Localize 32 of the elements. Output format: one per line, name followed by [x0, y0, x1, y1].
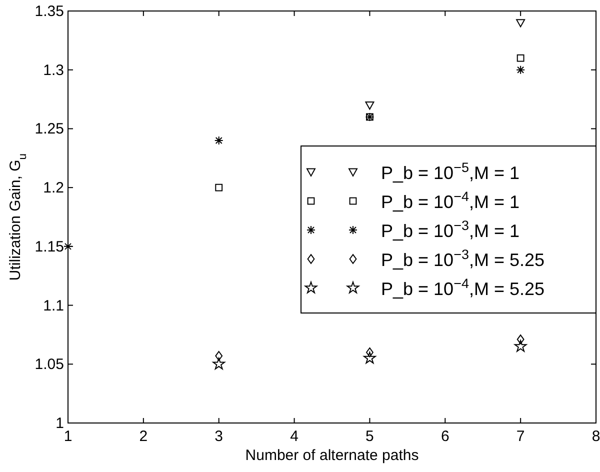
x-tick-label: 7	[516, 428, 525, 445]
y-tick-label: 1.1	[43, 297, 64, 314]
x-tick-label: 6	[440, 428, 450, 445]
legend-label: P_b = 10$^{−3}$,M = 1	[381, 218, 520, 241]
x-tick-label: 5	[366, 428, 374, 445]
y-tick-label: 1	[56, 415, 64, 432]
legend-label: P_b = 10$^{−4}$,M = 1	[381, 188, 520, 212]
x-tick-label: 4	[290, 428, 298, 445]
y-tick-label: 1.3	[43, 62, 64, 79]
legend-label: P_b = 10$^{−3}$,M = 5.25	[381, 246, 545, 270]
y-tick-label: 1.05	[34, 356, 64, 374]
x-tick-label: 2	[139, 428, 148, 445]
x-axis-title: Number of alternate paths	[245, 447, 419, 464]
point	[214, 136, 224, 145]
point	[516, 65, 526, 74]
point	[365, 101, 374, 110]
point	[212, 358, 226, 370]
point	[516, 19, 526, 28]
y-tick-label: 1.25	[34, 120, 64, 138]
x-tick-label: 8	[592, 428, 600, 445]
legend-label: P_b = 10$^{−5}$,M = 1	[381, 160, 520, 183]
point	[516, 54, 524, 62]
y-tick-label: 1.15	[34, 238, 64, 256]
point	[215, 351, 223, 361]
point	[514, 340, 527, 352]
y-tick-label: 1.35	[34, 3, 64, 20]
x-tick-label: 3	[214, 428, 224, 445]
legend-label: P_b = 10$^{−4}$,M = 5.25	[381, 276, 545, 299]
point	[215, 184, 223, 192]
point	[364, 352, 376, 364]
y-tick-label: 1.2	[43, 180, 64, 197]
point	[516, 334, 524, 344]
